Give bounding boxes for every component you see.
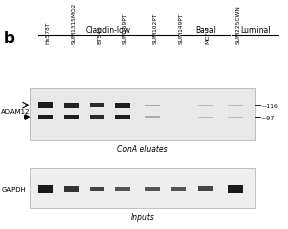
FancyBboxPatch shape <box>30 168 255 208</box>
FancyBboxPatch shape <box>115 187 130 191</box>
FancyBboxPatch shape <box>64 186 79 192</box>
FancyBboxPatch shape <box>228 117 243 118</box>
FancyBboxPatch shape <box>115 103 130 108</box>
Text: SUM159PT: SUM159PT <box>123 13 128 44</box>
Text: SUM102PT: SUM102PT <box>153 13 158 44</box>
FancyBboxPatch shape <box>171 187 186 191</box>
FancyBboxPatch shape <box>145 187 160 191</box>
Text: Basal: Basal <box>195 26 216 35</box>
Text: BT549: BT549 <box>97 26 102 44</box>
Text: ADAM12: ADAM12 <box>1 109 31 115</box>
FancyBboxPatch shape <box>198 105 213 106</box>
FancyBboxPatch shape <box>228 105 243 106</box>
Text: SUM1315MO2: SUM1315MO2 <box>71 3 76 44</box>
Text: SUM149PT: SUM149PT <box>178 13 183 44</box>
FancyBboxPatch shape <box>30 89 255 140</box>
FancyBboxPatch shape <box>115 115 130 120</box>
FancyBboxPatch shape <box>64 103 79 108</box>
FancyBboxPatch shape <box>228 185 243 193</box>
Text: Claudin-low: Claudin-low <box>86 26 131 35</box>
Text: Hs578T: Hs578T <box>46 22 51 44</box>
FancyBboxPatch shape <box>38 103 53 109</box>
Text: —116: —116 <box>261 103 279 108</box>
FancyBboxPatch shape <box>198 186 213 191</box>
Text: Luminal: Luminal <box>240 26 270 35</box>
FancyBboxPatch shape <box>171 117 186 118</box>
FancyBboxPatch shape <box>90 116 104 119</box>
FancyBboxPatch shape <box>198 117 213 118</box>
FancyBboxPatch shape <box>64 115 79 120</box>
Text: b: b <box>4 31 15 46</box>
FancyBboxPatch shape <box>38 185 53 193</box>
Text: —97: —97 <box>261 115 275 120</box>
Text: MCF-7: MCF-7 <box>205 26 210 44</box>
FancyBboxPatch shape <box>38 115 53 120</box>
FancyBboxPatch shape <box>145 117 160 118</box>
FancyBboxPatch shape <box>90 104 104 108</box>
Text: SUM225CWN: SUM225CWN <box>235 6 240 44</box>
Text: Inputs: Inputs <box>131 212 154 221</box>
FancyBboxPatch shape <box>171 105 186 106</box>
FancyBboxPatch shape <box>145 105 160 106</box>
Text: GAPDH: GAPDH <box>1 186 26 192</box>
Text: ConA eluates: ConA eluates <box>117 144 168 153</box>
FancyBboxPatch shape <box>90 187 104 191</box>
